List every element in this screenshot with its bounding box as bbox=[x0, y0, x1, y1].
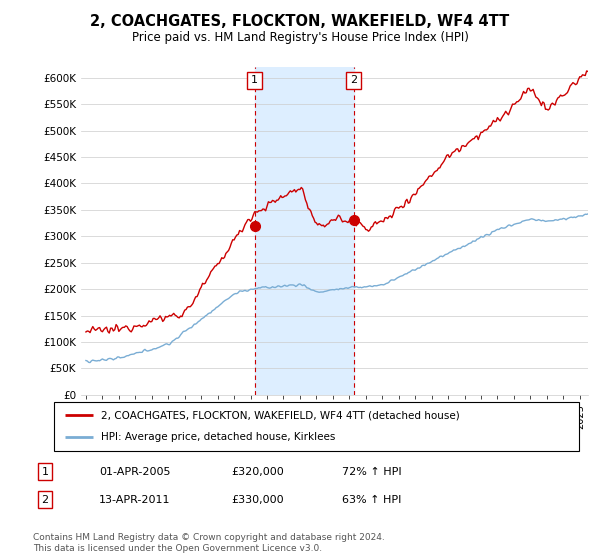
Text: 2, COACHGATES, FLOCKTON, WAKEFIELD, WF4 4TT (detached house): 2, COACHGATES, FLOCKTON, WAKEFIELD, WF4 … bbox=[101, 410, 460, 421]
Text: £330,000: £330,000 bbox=[231, 494, 284, 505]
Text: 2: 2 bbox=[41, 494, 49, 505]
Text: 72% ↑ HPI: 72% ↑ HPI bbox=[342, 466, 401, 477]
Bar bbox=[254, 67, 354, 395]
Text: 2: 2 bbox=[350, 76, 358, 86]
Text: £320,000: £320,000 bbox=[231, 466, 284, 477]
Text: Price paid vs. HM Land Registry's House Price Index (HPI): Price paid vs. HM Land Registry's House … bbox=[131, 31, 469, 44]
Text: 63% ↑ HPI: 63% ↑ HPI bbox=[342, 494, 401, 505]
Text: 13-APR-2011: 13-APR-2011 bbox=[99, 494, 170, 505]
Text: Contains HM Land Registry data © Crown copyright and database right 2024.
This d: Contains HM Land Registry data © Crown c… bbox=[33, 533, 385, 553]
Text: 2, COACHGATES, FLOCKTON, WAKEFIELD, WF4 4TT: 2, COACHGATES, FLOCKTON, WAKEFIELD, WF4 … bbox=[91, 14, 509, 29]
Text: HPI: Average price, detached house, Kirklees: HPI: Average price, detached house, Kirk… bbox=[101, 432, 335, 442]
Text: 01-APR-2005: 01-APR-2005 bbox=[99, 466, 170, 477]
Text: 1: 1 bbox=[41, 466, 49, 477]
Text: 1: 1 bbox=[251, 76, 258, 86]
